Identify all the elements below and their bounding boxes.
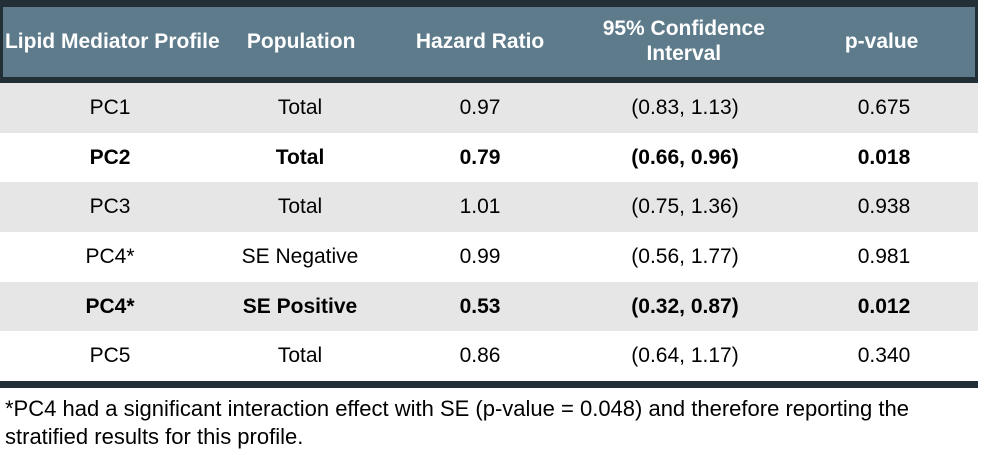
cell-p-value: 0.340 bbox=[857, 344, 911, 368]
cell-population: Total bbox=[277, 195, 323, 219]
header-cell-hazard-ratio: Hazard Ratio bbox=[415, 29, 545, 53]
cell-population: SE Positive bbox=[242, 294, 358, 318]
cell-p-value: 0.675 bbox=[857, 95, 911, 119]
cell-profile: PC5 bbox=[89, 344, 131, 368]
cell-confidence-interval: (0.64, 1.17) bbox=[631, 344, 739, 368]
cell-confidence-interval: (0.56, 1.77) bbox=[631, 244, 739, 268]
cell-profile: PC4* bbox=[85, 244, 135, 268]
cell-hazard-ratio: 0.53 bbox=[459, 294, 501, 318]
cell-profile: PC2 bbox=[89, 145, 131, 169]
results-table: Lipid Mediator Profile Population Hazard… bbox=[0, 0, 978, 389]
table-header-row: Lipid Mediator Profile Population Hazard… bbox=[0, 0, 978, 83]
footnote: *PC4 had a significant interaction effec… bbox=[5, 396, 909, 450]
cell-hazard-ratio: 0.86 bbox=[459, 344, 501, 368]
cell-profile: PC3 bbox=[89, 195, 131, 219]
table-row-pc2: PC2 Total 0.79 (0.66, 0.96) 0.018 bbox=[0, 132, 978, 183]
table-body: PC1 Total 0.97 (0.83, 1.13) 0.675 PC2 To… bbox=[0, 83, 978, 382]
cell-p-value: 0.012 bbox=[857, 294, 911, 318]
cell-p-value: 0.938 bbox=[857, 195, 911, 219]
table-row-pc4-se-positive: PC4* SE Positive 0.53 (0.32, 0.87) 0.012 bbox=[0, 281, 978, 332]
table-row-pc4-se-negative: PC4* SE Negative 0.99 (0.56, 1.77) 0.981 bbox=[0, 232, 978, 282]
cell-hazard-ratio: 1.01 bbox=[459, 195, 501, 219]
cell-confidence-interval: (0.75, 1.36) bbox=[631, 195, 739, 219]
cell-hazard-ratio: 0.99 bbox=[459, 244, 501, 268]
cell-profile: PC1 bbox=[89, 95, 131, 119]
table-row-pc3: PC3 Total 1.01 (0.75, 1.36) 0.938 bbox=[0, 182, 978, 233]
table-row-pc1: PC1 Total 0.97 (0.83, 1.13) 0.675 bbox=[0, 83, 978, 133]
header-cell-confidence-interval: 95% Confidence Interval bbox=[602, 17, 765, 65]
table-bottom-border bbox=[0, 381, 978, 389]
cell-confidence-interval: (0.66, 0.96) bbox=[631, 145, 739, 169]
cell-confidence-interval: (0.83, 1.13) bbox=[631, 95, 739, 119]
header-cell-lipid-mediator-profile: Lipid Mediator Profile bbox=[4, 29, 220, 53]
cell-p-value: 0.018 bbox=[857, 145, 911, 169]
cell-hazard-ratio: 0.79 bbox=[459, 145, 501, 169]
cell-population: Total bbox=[277, 95, 323, 119]
cell-hazard-ratio: 0.97 bbox=[459, 95, 501, 119]
cell-population: Total bbox=[275, 145, 325, 169]
cell-profile: PC4* bbox=[85, 294, 135, 318]
header-cell-population: Population bbox=[246, 29, 356, 53]
header-cell-p-value: p-value bbox=[844, 29, 919, 53]
table-row-pc5: PC5 Total 0.86 (0.64, 1.17) 0.340 bbox=[0, 331, 978, 382]
cell-population: Total bbox=[277, 344, 323, 368]
cell-p-value: 0.981 bbox=[857, 244, 911, 268]
cell-population: SE Negative bbox=[241, 244, 359, 268]
cell-confidence-interval: (0.32, 0.87) bbox=[631, 294, 739, 318]
